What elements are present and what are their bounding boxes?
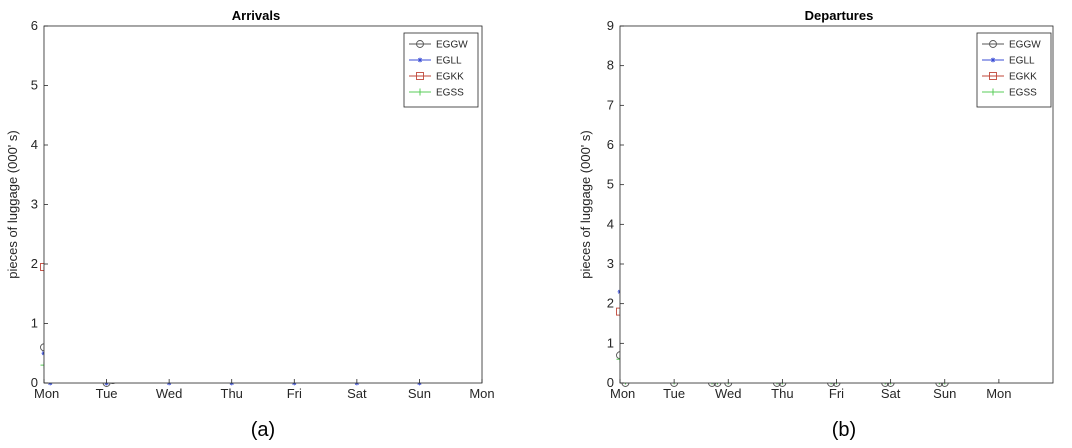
legend-entry: EGLL: [409, 56, 462, 67]
legend-entry: EGSS: [409, 88, 464, 99]
x-tick-label: Mon: [469, 386, 494, 401]
y-tick-label: 1: [607, 335, 614, 350]
legend-label: EGSS: [1009, 88, 1037, 99]
x-tick-label: Wed: [715, 386, 742, 401]
x-tick-label: Fri: [829, 386, 844, 401]
legend-entry: EGLL: [982, 56, 1035, 67]
y-axis-label: pieces of luggage (000' s): [5, 130, 20, 278]
x-tick-label: Wed: [156, 386, 183, 401]
y-tick-label: 2: [31, 256, 38, 271]
y-tick-label: 5: [607, 177, 614, 192]
x-tick-label: Mon: [986, 386, 1011, 401]
chart-title: Departures: [805, 8, 874, 23]
legend-label: EGKK: [436, 72, 464, 83]
legend-marker: [989, 88, 997, 96]
legend-marker: [990, 57, 996, 63]
x-tick-label: Tue: [96, 386, 118, 401]
chart-panel-0: Mon Tue Wed Thu Fri Sat Sun Mon0123456Arrivalsp…: [5, 8, 495, 441]
legend-marker: [416, 40, 424, 48]
y-tick-label: 9: [607, 18, 614, 33]
legend: EGGW EGLL EGKK EGSS: [403, 32, 479, 108]
legend-marker: [989, 40, 997, 48]
y-tick-label: 5: [31, 78, 38, 93]
panel-label: (a): [251, 419, 275, 441]
legend-label: EGKK: [1009, 72, 1037, 83]
y-tick-label: 1: [31, 316, 38, 331]
x-tick-label: Mon: [34, 386, 59, 401]
legend-entry: EGSS: [982, 88, 1037, 99]
y-tick-label: 2: [607, 296, 614, 311]
chart-title: Arrivals: [232, 8, 280, 23]
y-tick-label: 4: [31, 137, 38, 152]
legend-label: EGGW: [1009, 40, 1041, 51]
legend: EGGW EGLL EGKK EGSS: [976, 32, 1052, 108]
legend-marker: [989, 72, 997, 80]
legend-label: EGLL: [436, 56, 462, 67]
y-tick-label: 3: [607, 256, 614, 271]
x-tick-label: Tue: [663, 386, 685, 401]
legend-label: EGLL: [1009, 56, 1035, 67]
y-tick-label: 6: [607, 137, 614, 152]
x-tick-label: Thu: [771, 386, 793, 401]
legend-marker: [416, 72, 424, 80]
y-tick-label: 0: [31, 375, 38, 390]
legend-entry: EGKK: [982, 72, 1037, 83]
x-tick-label: Sun: [408, 386, 431, 401]
legend-label: EGSS: [436, 88, 464, 99]
y-tick-label: 6: [31, 18, 38, 33]
x-tick-label: Sun: [933, 386, 956, 401]
x-tick-label: Fri: [287, 386, 302, 401]
legend-marker: [417, 57, 423, 63]
y-tick-label: 8: [607, 58, 614, 73]
x-tick-label: Sat: [881, 386, 901, 401]
panel-label: (b): [832, 419, 856, 441]
x-tick-label: Sat: [347, 386, 367, 401]
legend-entry: EGGW: [409, 40, 468, 51]
y-axis-label: pieces of luggage (000' s): [578, 130, 593, 278]
legend-label: EGGW: [436, 40, 468, 51]
legend-entry: EGGW: [982, 40, 1041, 51]
legend-marker: [416, 88, 424, 96]
legend-entry: EGKK: [409, 72, 464, 83]
x-tick-label: Mon: [610, 386, 635, 401]
y-tick-label: 7: [607, 97, 614, 112]
y-tick-label: 3: [31, 197, 38, 212]
y-tick-label: 4: [607, 216, 614, 231]
chart-panel-1: Mon Tue Wed Thu Fri Sat Sun Mon0123456789Depart…: [578, 8, 1054, 441]
x-tick-label: Thu: [221, 386, 243, 401]
y-tick-label: 0: [607, 375, 614, 390]
